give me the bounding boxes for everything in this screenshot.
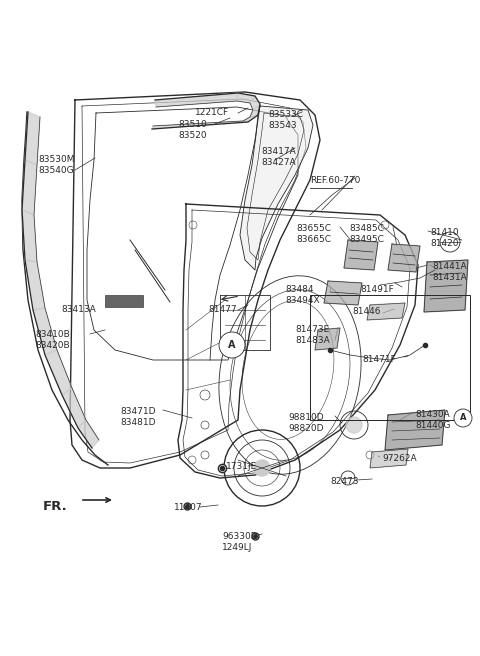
Text: 1731JE: 1731JE xyxy=(226,462,257,471)
Text: FR.: FR. xyxy=(43,500,68,513)
Text: 81473E: 81473E xyxy=(295,325,329,334)
Polygon shape xyxy=(33,308,57,355)
Circle shape xyxy=(346,417,362,433)
Polygon shape xyxy=(243,115,258,122)
Text: 1249LJ: 1249LJ xyxy=(222,543,252,552)
Text: REF.60-770: REF.60-770 xyxy=(310,176,360,185)
Text: 81420: 81420 xyxy=(430,239,458,248)
Text: 83420B: 83420B xyxy=(35,341,70,350)
Text: 81471F: 81471F xyxy=(362,355,396,364)
Text: 83481D: 83481D xyxy=(120,418,156,427)
Polygon shape xyxy=(367,303,405,320)
Polygon shape xyxy=(155,93,238,107)
Text: 83427A: 83427A xyxy=(261,158,296,167)
Text: 83413A: 83413A xyxy=(61,305,96,314)
Polygon shape xyxy=(424,260,468,312)
Text: 81477: 81477 xyxy=(208,305,237,314)
Text: 83471D: 83471D xyxy=(120,407,156,416)
Polygon shape xyxy=(250,104,260,117)
Text: 81491F: 81491F xyxy=(360,285,394,294)
Polygon shape xyxy=(152,121,248,129)
Text: 83540G: 83540G xyxy=(38,166,73,175)
Text: 83520: 83520 xyxy=(178,131,206,140)
Text: 83410B: 83410B xyxy=(35,330,70,339)
Text: 98820D: 98820D xyxy=(288,424,324,433)
Text: 96330D: 96330D xyxy=(222,532,258,541)
Text: 1221CF: 1221CF xyxy=(195,108,229,117)
Polygon shape xyxy=(250,96,260,110)
Polygon shape xyxy=(324,281,362,305)
Text: 81430A: 81430A xyxy=(415,410,450,419)
Text: 81440G: 81440G xyxy=(415,421,451,430)
Polygon shape xyxy=(78,420,99,448)
Polygon shape xyxy=(62,388,86,428)
Text: 83495C: 83495C xyxy=(349,235,384,244)
Text: 81441A: 81441A xyxy=(432,262,467,271)
Text: 83494X: 83494X xyxy=(285,296,320,305)
Text: 83543: 83543 xyxy=(268,121,297,130)
Polygon shape xyxy=(22,210,37,262)
Polygon shape xyxy=(344,240,378,270)
Polygon shape xyxy=(25,112,40,165)
Polygon shape xyxy=(45,350,72,395)
Text: 83530M: 83530M xyxy=(38,155,74,164)
Circle shape xyxy=(454,409,472,427)
Bar xyxy=(105,295,143,307)
Text: 83510: 83510 xyxy=(178,120,207,129)
Text: 81483A: 81483A xyxy=(295,336,330,345)
Polygon shape xyxy=(370,449,408,468)
Text: A: A xyxy=(460,413,466,422)
Text: 81410: 81410 xyxy=(430,228,458,237)
Text: 83533C: 83533C xyxy=(268,110,303,119)
Text: 97262A: 97262A xyxy=(382,454,417,463)
Text: 82473: 82473 xyxy=(330,477,359,486)
Text: A: A xyxy=(228,340,236,350)
Polygon shape xyxy=(237,93,255,103)
Text: 83484: 83484 xyxy=(285,285,313,294)
Polygon shape xyxy=(240,106,313,270)
Text: 83665C: 83665C xyxy=(296,235,331,244)
Circle shape xyxy=(254,460,270,476)
Polygon shape xyxy=(25,260,45,310)
Bar xyxy=(310,295,470,420)
Polygon shape xyxy=(388,244,420,272)
Circle shape xyxy=(219,332,245,358)
Text: 83655C: 83655C xyxy=(296,224,331,233)
Polygon shape xyxy=(315,328,340,350)
Text: 81446: 81446 xyxy=(352,307,381,316)
Text: 11407: 11407 xyxy=(174,503,203,512)
Polygon shape xyxy=(22,160,37,215)
Text: 98810D: 98810D xyxy=(288,413,324,422)
Polygon shape xyxy=(385,410,445,450)
Text: 83417A: 83417A xyxy=(261,147,296,156)
Text: 81431A: 81431A xyxy=(432,273,467,282)
Text: 83485C: 83485C xyxy=(349,224,384,233)
